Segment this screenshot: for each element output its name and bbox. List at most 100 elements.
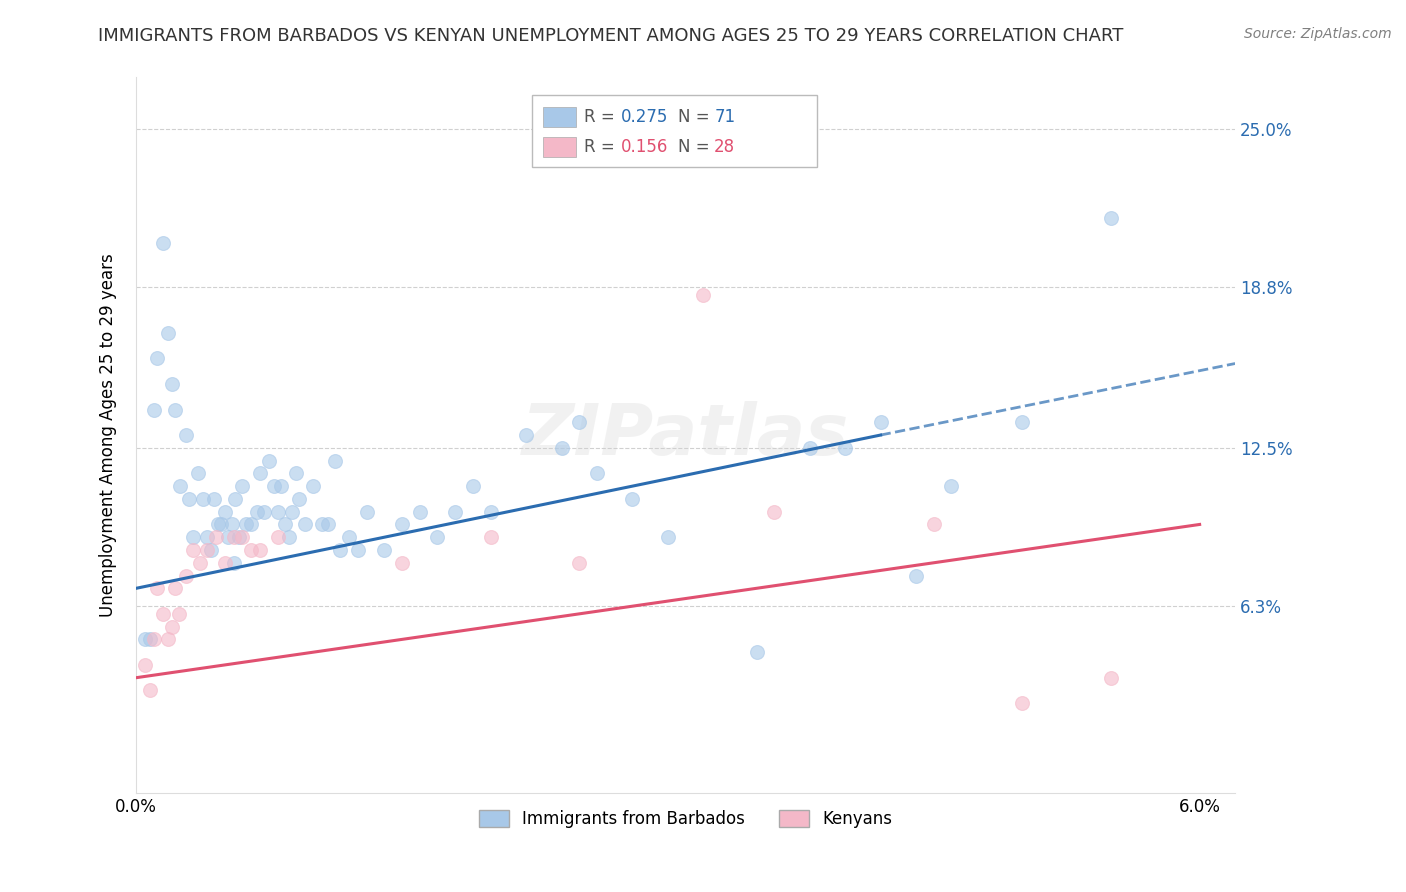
Point — [409, 505, 432, 519]
Point — [169, 479, 191, 493]
Point — [550, 441, 572, 455]
Text: 71: 71 — [714, 108, 735, 126]
Point — [209, 517, 232, 532]
Point — [263, 479, 285, 493]
Point — [246, 505, 269, 519]
Point — [941, 479, 963, 493]
Point — [745, 645, 768, 659]
Point — [134, 657, 156, 672]
Point — [692, 287, 714, 301]
FancyBboxPatch shape — [531, 95, 817, 167]
Point — [156, 632, 179, 647]
Legend: Immigrants from Barbados, Kenyans: Immigrants from Barbados, Kenyans — [472, 803, 898, 834]
Point — [195, 530, 218, 544]
Point — [294, 517, 316, 532]
Point — [311, 517, 333, 532]
Text: R =: R = — [585, 108, 620, 126]
Point — [515, 428, 537, 442]
Point — [152, 236, 174, 251]
Point — [373, 543, 395, 558]
Point — [257, 453, 280, 467]
Point — [146, 582, 169, 596]
Text: Source: ZipAtlas.com: Source: ZipAtlas.com — [1244, 27, 1392, 41]
Point — [479, 530, 502, 544]
Point — [834, 441, 856, 455]
Point — [217, 530, 239, 544]
Point — [156, 326, 179, 340]
Point — [214, 505, 236, 519]
Point — [240, 543, 263, 558]
Text: N =: N = — [678, 138, 714, 156]
Point — [426, 530, 449, 544]
Point — [905, 568, 928, 582]
FancyBboxPatch shape — [543, 136, 575, 157]
Point — [214, 556, 236, 570]
Point — [165, 582, 187, 596]
Point — [167, 607, 190, 621]
Point — [134, 632, 156, 647]
Point — [316, 517, 339, 532]
Point — [179, 491, 201, 506]
Point — [391, 556, 413, 570]
Point — [267, 530, 290, 544]
Point — [193, 491, 215, 506]
Point — [302, 479, 325, 493]
Point — [329, 543, 352, 558]
Point — [568, 556, 591, 570]
Point — [281, 505, 304, 519]
Point — [222, 556, 245, 570]
Point — [200, 543, 222, 558]
Text: 0.156: 0.156 — [621, 138, 668, 156]
Point — [444, 505, 467, 519]
Point — [174, 568, 197, 582]
Point — [337, 530, 360, 544]
Point — [586, 467, 609, 481]
Text: ZIPatlas: ZIPatlas — [522, 401, 849, 469]
Point — [152, 607, 174, 621]
Point — [799, 441, 821, 455]
Point — [249, 543, 271, 558]
Point — [323, 453, 346, 467]
Point — [284, 467, 307, 481]
Point — [181, 530, 204, 544]
Point — [195, 543, 218, 558]
Point — [1011, 696, 1033, 710]
Text: N =: N = — [678, 108, 714, 126]
FancyBboxPatch shape — [543, 107, 575, 127]
Point — [160, 619, 183, 633]
Point — [277, 530, 299, 544]
Point — [568, 415, 591, 429]
Point — [224, 491, 246, 506]
Point — [253, 505, 276, 519]
Point — [235, 517, 257, 532]
Point — [1011, 415, 1033, 429]
Point — [174, 428, 197, 442]
Text: 28: 28 — [714, 138, 735, 156]
Point — [267, 505, 290, 519]
Point — [240, 517, 263, 532]
Point — [139, 683, 162, 698]
Point — [202, 491, 225, 506]
Point — [479, 505, 502, 519]
Point — [231, 530, 253, 544]
Point — [207, 517, 229, 532]
Point — [228, 530, 250, 544]
Point — [142, 402, 165, 417]
Y-axis label: Unemployment Among Ages 25 to 29 years: Unemployment Among Ages 25 to 29 years — [100, 253, 117, 617]
Point — [165, 402, 187, 417]
Point — [657, 530, 679, 544]
Point — [205, 530, 228, 544]
Point — [763, 505, 786, 519]
Point — [621, 491, 644, 506]
Point — [231, 479, 253, 493]
Point — [346, 543, 368, 558]
Point — [187, 467, 209, 481]
Point — [188, 556, 211, 570]
Text: 0.275: 0.275 — [621, 108, 668, 126]
Point — [181, 543, 204, 558]
Point — [139, 632, 162, 647]
Point — [142, 632, 165, 647]
Point — [461, 479, 484, 493]
Point — [1099, 211, 1122, 225]
Point — [270, 479, 292, 493]
